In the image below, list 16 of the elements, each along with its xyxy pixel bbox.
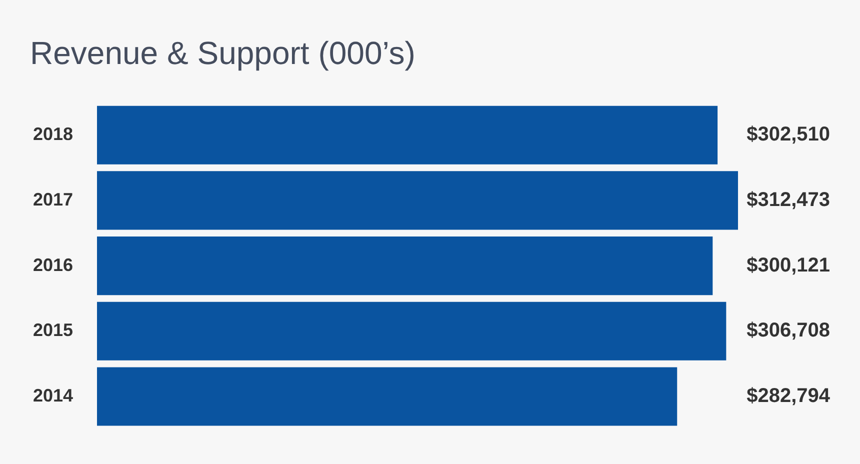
data-label: $312,473: [746, 188, 830, 211]
y-tick-label: 2015: [32, 320, 73, 340]
data-label: $306,708: [746, 320, 830, 342]
bar: [97, 302, 726, 360]
y-tick-label: 2016: [32, 254, 73, 275]
bar: [97, 367, 678, 426]
data-label: $300,121: [746, 254, 830, 276]
data-label: $302,510: [746, 124, 830, 146]
bar: [97, 106, 718, 164]
chart-title: Revenue & Support (000’s): [30, 35, 416, 72]
bar: [97, 236, 713, 296]
y-tick-label: 2018: [32, 124, 73, 144]
data-label: $282,794: [746, 385, 831, 408]
y-tick-label: 2014: [32, 385, 73, 406]
bar: [97, 171, 738, 230]
y-tick-label: 2017: [32, 189, 73, 210]
